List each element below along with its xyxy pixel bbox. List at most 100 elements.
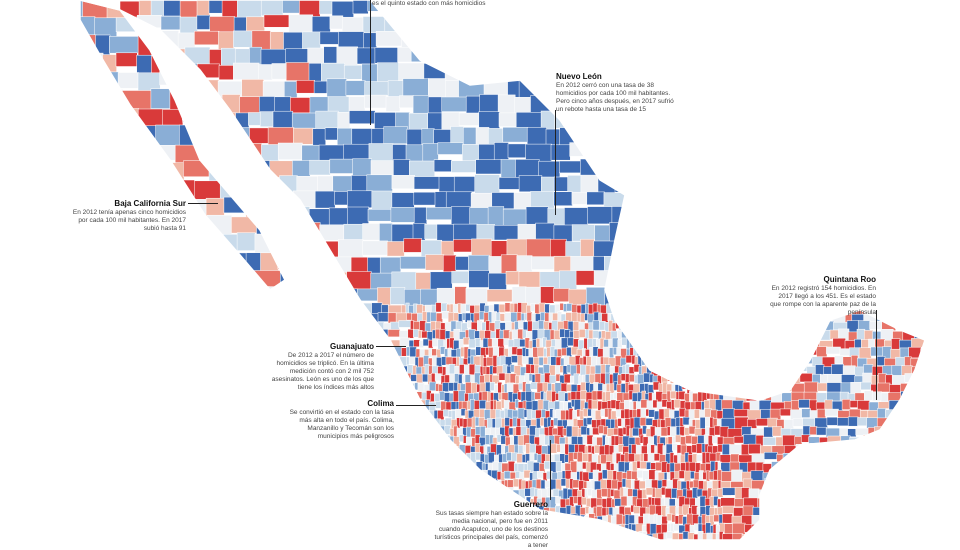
municipality-cell: [168, 418, 178, 432]
municipality-cell: [256, 507, 271, 522]
municipality-cell: [473, 409, 481, 418]
municipality-cell: [690, 222, 712, 245]
municipality-cell: [868, 479, 884, 488]
municipality-cell: [382, 443, 396, 457]
municipality-cell: [908, 255, 925, 275]
municipality-cell: [913, 418, 925, 427]
municipality-cell: [107, 269, 129, 290]
municipality-cell: [257, 471, 272, 481]
municipality-cell: [713, 366, 718, 381]
municipality-cell: [175, 514, 187, 529]
municipality-cell: [365, 532, 374, 540]
municipality-cell: [823, 487, 834, 497]
municipality-cell: [656, 303, 664, 312]
municipality-cell: [377, 312, 389, 322]
municipality-cell: [144, 524, 154, 537]
municipality-cell: [274, 234, 285, 259]
municipality-cell: [727, 159, 750, 180]
municipality-cell: [367, 498, 380, 513]
municipality-cell: [352, 158, 372, 177]
municipality-cell: [824, 498, 835, 509]
municipality-cell: [671, 488, 678, 499]
municipality-cell: [240, 531, 255, 540]
municipality-cell: [414, 444, 421, 456]
municipality-cell: [582, 112, 609, 131]
municipality-cell: [888, 302, 903, 313]
municipality-cell: [647, 338, 653, 352]
municipality-cell: [426, 445, 433, 460]
municipality-cell: [704, 311, 709, 324]
municipality-cell: [908, 427, 920, 440]
municipality-cell: [444, 479, 450, 492]
municipality-cell: [711, 47, 727, 64]
municipality-cell: [720, 374, 734, 386]
municipality-cell: [928, 161, 941, 174]
municipality-cell: [195, 384, 206, 394]
municipality-cell: [904, 0, 925, 14]
municipality-cell: [406, 532, 411, 540]
municipality-cell: [491, 49, 509, 73]
municipality-cell: [913, 532, 924, 540]
municipality-cell: [281, 497, 291, 512]
municipality-cell: [158, 507, 169, 523]
municipality-cell: [345, 471, 358, 480]
callout-baja-california-sur: Baja California Sur En 2012 tenía apenas…: [68, 199, 186, 233]
municipality-cell: [397, 506, 408, 521]
municipality-cell: [370, 272, 393, 290]
municipality-cell: [406, 16, 428, 32]
municipality-cell: [901, 496, 910, 509]
municipality-cell: [179, 0, 198, 19]
municipality-cell: [455, 470, 463, 480]
municipality-cell: [604, 143, 625, 162]
municipality-cell: [722, 487, 736, 496]
municipality-cell: [730, 15, 745, 36]
municipality-cell: [220, 346, 233, 360]
municipality-cell: [852, 496, 861, 509]
municipality-cell: [416, 504, 422, 519]
municipality-cell: [212, 287, 229, 310]
municipality-cell: [799, 373, 814, 383]
municipality-cell: [181, 443, 196, 453]
municipality-cell: [261, 177, 281, 200]
municipality-cell: [453, 176, 476, 193]
municipality-cell: [706, 339, 714, 349]
municipality-cell: [787, 357, 801, 369]
municipality-cell: [419, 516, 424, 528]
municipality-cell: [749, 31, 768, 48]
municipality-cell: [209, 355, 224, 369]
municipality-cell: [733, 435, 745, 444]
municipality-cell: [458, 112, 480, 126]
municipality-cell: [715, 0, 742, 23]
municipality-cell: [470, 382, 478, 395]
municipality-cell: [127, 452, 137, 463]
municipality-cell: [207, 126, 232, 141]
municipality-cell: [269, 533, 283, 540]
municipality-cell: [237, 0, 263, 20]
municipality-cell: [927, 322, 934, 330]
municipality-cell: [258, 312, 270, 323]
municipality-cell: [626, 496, 634, 507]
municipality-cell: [183, 272, 199, 299]
municipality-cell: [265, 209, 289, 229]
municipality-cell: [631, 15, 650, 39]
municipality-cell: [405, 391, 411, 404]
municipality-cell: [190, 339, 203, 351]
municipality-cell: [571, 191, 588, 205]
municipality-cell: [466, 478, 472, 488]
municipality-cell: [261, 489, 273, 499]
municipality-cell: [910, 436, 918, 448]
municipality-cell: [915, 497, 925, 510]
municipality-cell: [294, 289, 322, 302]
municipality-cell: [637, 330, 645, 338]
municipality-cell: [230, 488, 239, 499]
municipality-cell: [433, 462, 438, 477]
municipality-cell: [376, 365, 392, 373]
municipality-cell: [199, 515, 208, 527]
municipality-cell: [803, 533, 818, 540]
municipality-cell: [145, 382, 154, 396]
municipality-cell: [152, 365, 162, 378]
municipality-cell: [209, 506, 218, 517]
municipality-cell: [732, 356, 742, 366]
municipality-cell: [870, 48, 888, 64]
municipality-cell: [749, 375, 765, 387]
